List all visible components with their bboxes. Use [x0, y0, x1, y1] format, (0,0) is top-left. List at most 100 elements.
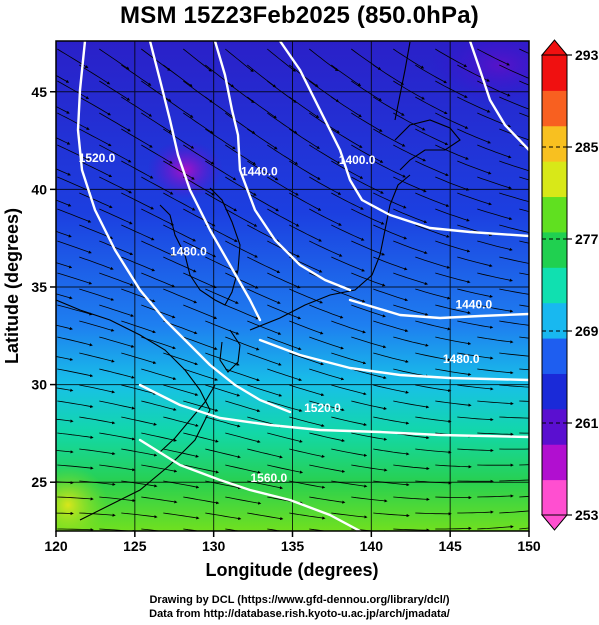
colorbar-segment [542, 479, 567, 516]
streamline [499, 160, 529, 172]
streamline [309, 144, 341, 164]
streamline [225, 48, 254, 72]
streamline [121, 128, 153, 148]
streamline [309, 464, 346, 473]
x-tick-label: 150 [517, 538, 541, 554]
streamline [393, 336, 429, 347]
streamline [519, 304, 529, 307]
streamline [435, 208, 470, 222]
streamlines [56, 48, 529, 531]
streamline [289, 96, 320, 119]
streamline [435, 272, 471, 284]
streamline [331, 96, 362, 118]
streamline [141, 240, 175, 257]
streamline [373, 160, 406, 178]
streamline [415, 224, 450, 238]
streamline [309, 176, 342, 195]
streamline [499, 288, 529, 295]
streamline [163, 64, 193, 87]
coastline-hokkaido [394, 119, 461, 171]
streamline [289, 320, 324, 335]
streamline [163, 384, 199, 396]
streamline [457, 256, 493, 268]
streamline [121, 352, 157, 364]
streamline [519, 208, 529, 213]
streamline [373, 192, 407, 209]
streamline [56, 106, 70, 114]
streamline [183, 336, 218, 350]
streamline [351, 240, 385, 256]
streamline [435, 464, 472, 469]
streamline [393, 80, 425, 100]
streamline [141, 496, 178, 504]
streamline [79, 384, 116, 394]
y-axis-label: Latitude (degrees) [2, 208, 22, 364]
streamline [457, 510, 494, 514]
streamline [247, 192, 279, 212]
streamline [457, 416, 494, 422]
y-tick-label: 25 [31, 474, 47, 490]
streamline [56, 168, 71, 176]
streamline [225, 432, 261, 443]
streamline [457, 192, 492, 206]
streamline [351, 464, 388, 472]
streamline [519, 336, 529, 339]
streamline [415, 160, 449, 176]
streamline [57, 464, 94, 470]
colorbar-tick-label: 253 [575, 507, 599, 523]
streamline [267, 464, 304, 474]
streamline [309, 48, 339, 72]
streamline [57, 336, 93, 347]
contour-label: 1440.0 [455, 297, 492, 311]
coastline-ryukyu [159, 384, 216, 453]
streamline [141, 112, 173, 133]
streamline [183, 496, 220, 505]
coastlines [56, 41, 461, 521]
streamline [99, 400, 136, 410]
streamline [99, 208, 133, 225]
plot-area: 1400.0 1440.0 1480.0 1520.0 1440.0 1480.0 1520… [56, 41, 529, 531]
streamline [225, 400, 261, 413]
streamline [519, 80, 529, 86]
colorbar-segment [542, 373, 567, 410]
streamline [121, 224, 155, 241]
streamline [267, 112, 298, 134]
streamline [309, 368, 345, 381]
colorbar: 253 261 269 277 285 293 [540, 39, 599, 531]
contour-label: 1480.0 [170, 245, 207, 259]
streamline [331, 384, 367, 396]
colorbar-frame [541, 54, 568, 516]
streamline [247, 288, 281, 304]
streamline [435, 144, 469, 160]
streamline [373, 128, 406, 147]
streamline [477, 240, 513, 251]
streamline [205, 512, 242, 521]
streamline [163, 288, 198, 304]
streamline [121, 160, 154, 179]
streamline [289, 128, 320, 149]
streamline [99, 304, 135, 317]
streamline [121, 192, 155, 210]
streamline [477, 368, 514, 375]
streamline [289, 160, 321, 180]
streamline [121, 256, 156, 272]
streamline [247, 448, 283, 459]
streamline [247, 352, 282, 366]
contour-labels: 1400.0 1440.0 1480.0 1520.0 1440.0 1480.0 1520… [79, 151, 493, 485]
streamline [435, 240, 471, 253]
contour-label: 1440.0 [241, 165, 278, 179]
streamline [99, 496, 136, 503]
streamline [309, 432, 345, 443]
colorbar-segment [542, 408, 567, 445]
streamline [121, 96, 153, 117]
streamline [247, 320, 282, 335]
streamline [205, 96, 236, 119]
streamline [56, 293, 73, 300]
streamline [331, 256, 365, 272]
streamline [163, 448, 199, 458]
streamline [267, 304, 302, 320]
streamline [183, 400, 219, 412]
streamline [57, 528, 94, 531]
streamline [99, 368, 135, 379]
